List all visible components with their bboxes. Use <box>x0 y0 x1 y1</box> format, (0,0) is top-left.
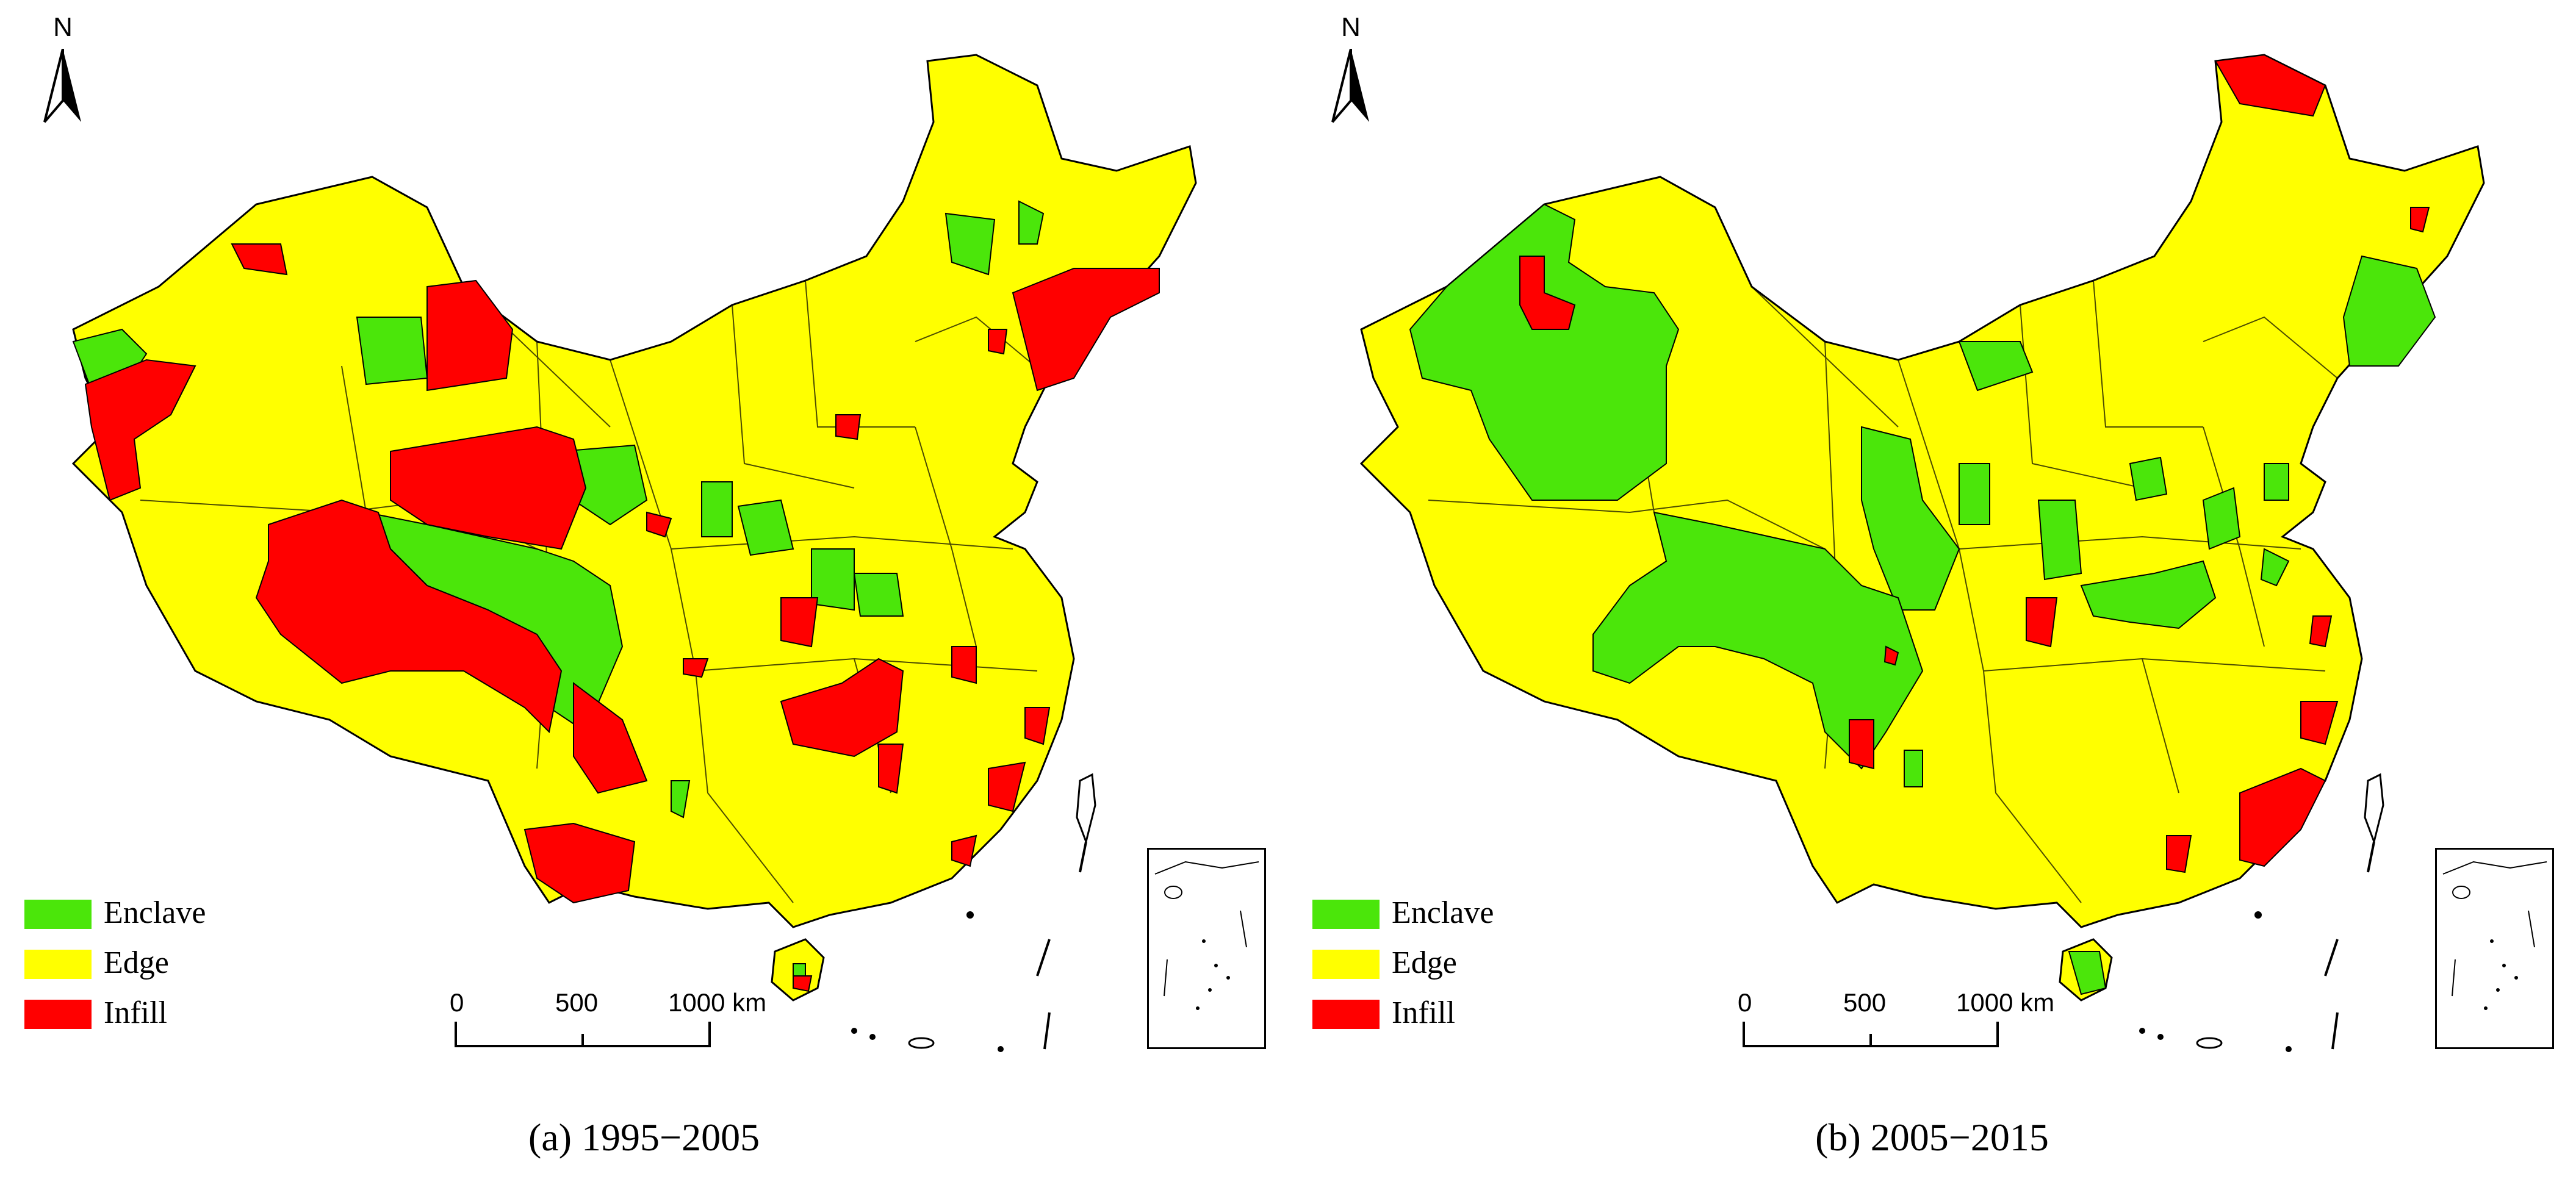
legend-swatch-edge <box>1312 950 1380 979</box>
scale-label-0: 0 <box>450 988 464 1017</box>
taiwan-island <box>2364 773 2384 845</box>
legend-swatch-enclave <box>24 900 92 929</box>
legend-swatch-infill <box>1312 1000 1380 1029</box>
enclave-regions <box>1409 203 2436 995</box>
north-label: N <box>53 12 73 42</box>
legend-swatch-edge <box>24 950 92 979</box>
legend-item-infill: Infill <box>1312 994 1569 1044</box>
legend-item-enclave: Enclave <box>1312 894 1569 944</box>
map-panel-b: N Enclave Edge Infill 0 500 1000 km <box>1288 0 2576 1190</box>
north-arrow-icon: N <box>35 12 90 128</box>
taiwan-island <box>1076 773 1096 845</box>
scale-label-1000: 1000 km <box>1956 988 2055 1017</box>
legend-swatch-infill <box>24 1000 92 1029</box>
legend-label-enclave: Enclave <box>1392 895 1494 930</box>
legend-label-infill: Infill <box>104 995 167 1030</box>
legend-label-edge: Edge <box>1392 945 1457 980</box>
island-marks <box>2139 841 2375 1052</box>
china-map-a <box>71 54 1197 1052</box>
legend: Enclave Edge Infill <box>1312 894 1569 1044</box>
legend-item-edge: Edge <box>24 944 281 994</box>
legend-swatch-enclave <box>1312 900 1380 929</box>
legend-item-edge: Edge <box>1312 944 1569 994</box>
scale-bar-icon: 0 500 1000 km <box>1738 988 2109 1061</box>
caption-a: (a) 1995−2005 <box>528 1116 760 1159</box>
south-china-sea-inset <box>2435 848 2554 1049</box>
scale-label-0: 0 <box>1738 988 1752 1017</box>
infill-regions <box>84 243 1160 992</box>
island-marks <box>851 841 1087 1052</box>
scale-label-1000: 1000 km <box>668 988 767 1017</box>
north-arrow-icon: N <box>1323 12 1378 128</box>
legend-item-infill: Infill <box>24 994 281 1044</box>
legend-label-edge: Edge <box>104 945 169 980</box>
map-panel-a: N Enclave Edge Infill 0 500 1000 km <box>24 12 1266 1159</box>
legend-label-infill: Infill <box>1392 995 1455 1030</box>
infill-regions <box>1519 54 2430 873</box>
scale-bar-icon: 0 500 1000 km <box>450 988 821 1061</box>
china-map-b <box>1359 54 2485 1052</box>
china-outline <box>1359 54 2485 928</box>
scale-label-500: 500 <box>555 988 599 1017</box>
caption-b: (b) 2005−2015 <box>1815 1116 2049 1159</box>
north-label: N <box>1341 12 1361 42</box>
legend: Enclave Edge Infill <box>24 894 281 1044</box>
south-china-sea-inset <box>1147 848 1266 1049</box>
legend-label-enclave: Enclave <box>104 895 206 930</box>
legend-item-enclave: Enclave <box>24 894 281 944</box>
scale-label-500: 500 <box>1843 988 1887 1017</box>
